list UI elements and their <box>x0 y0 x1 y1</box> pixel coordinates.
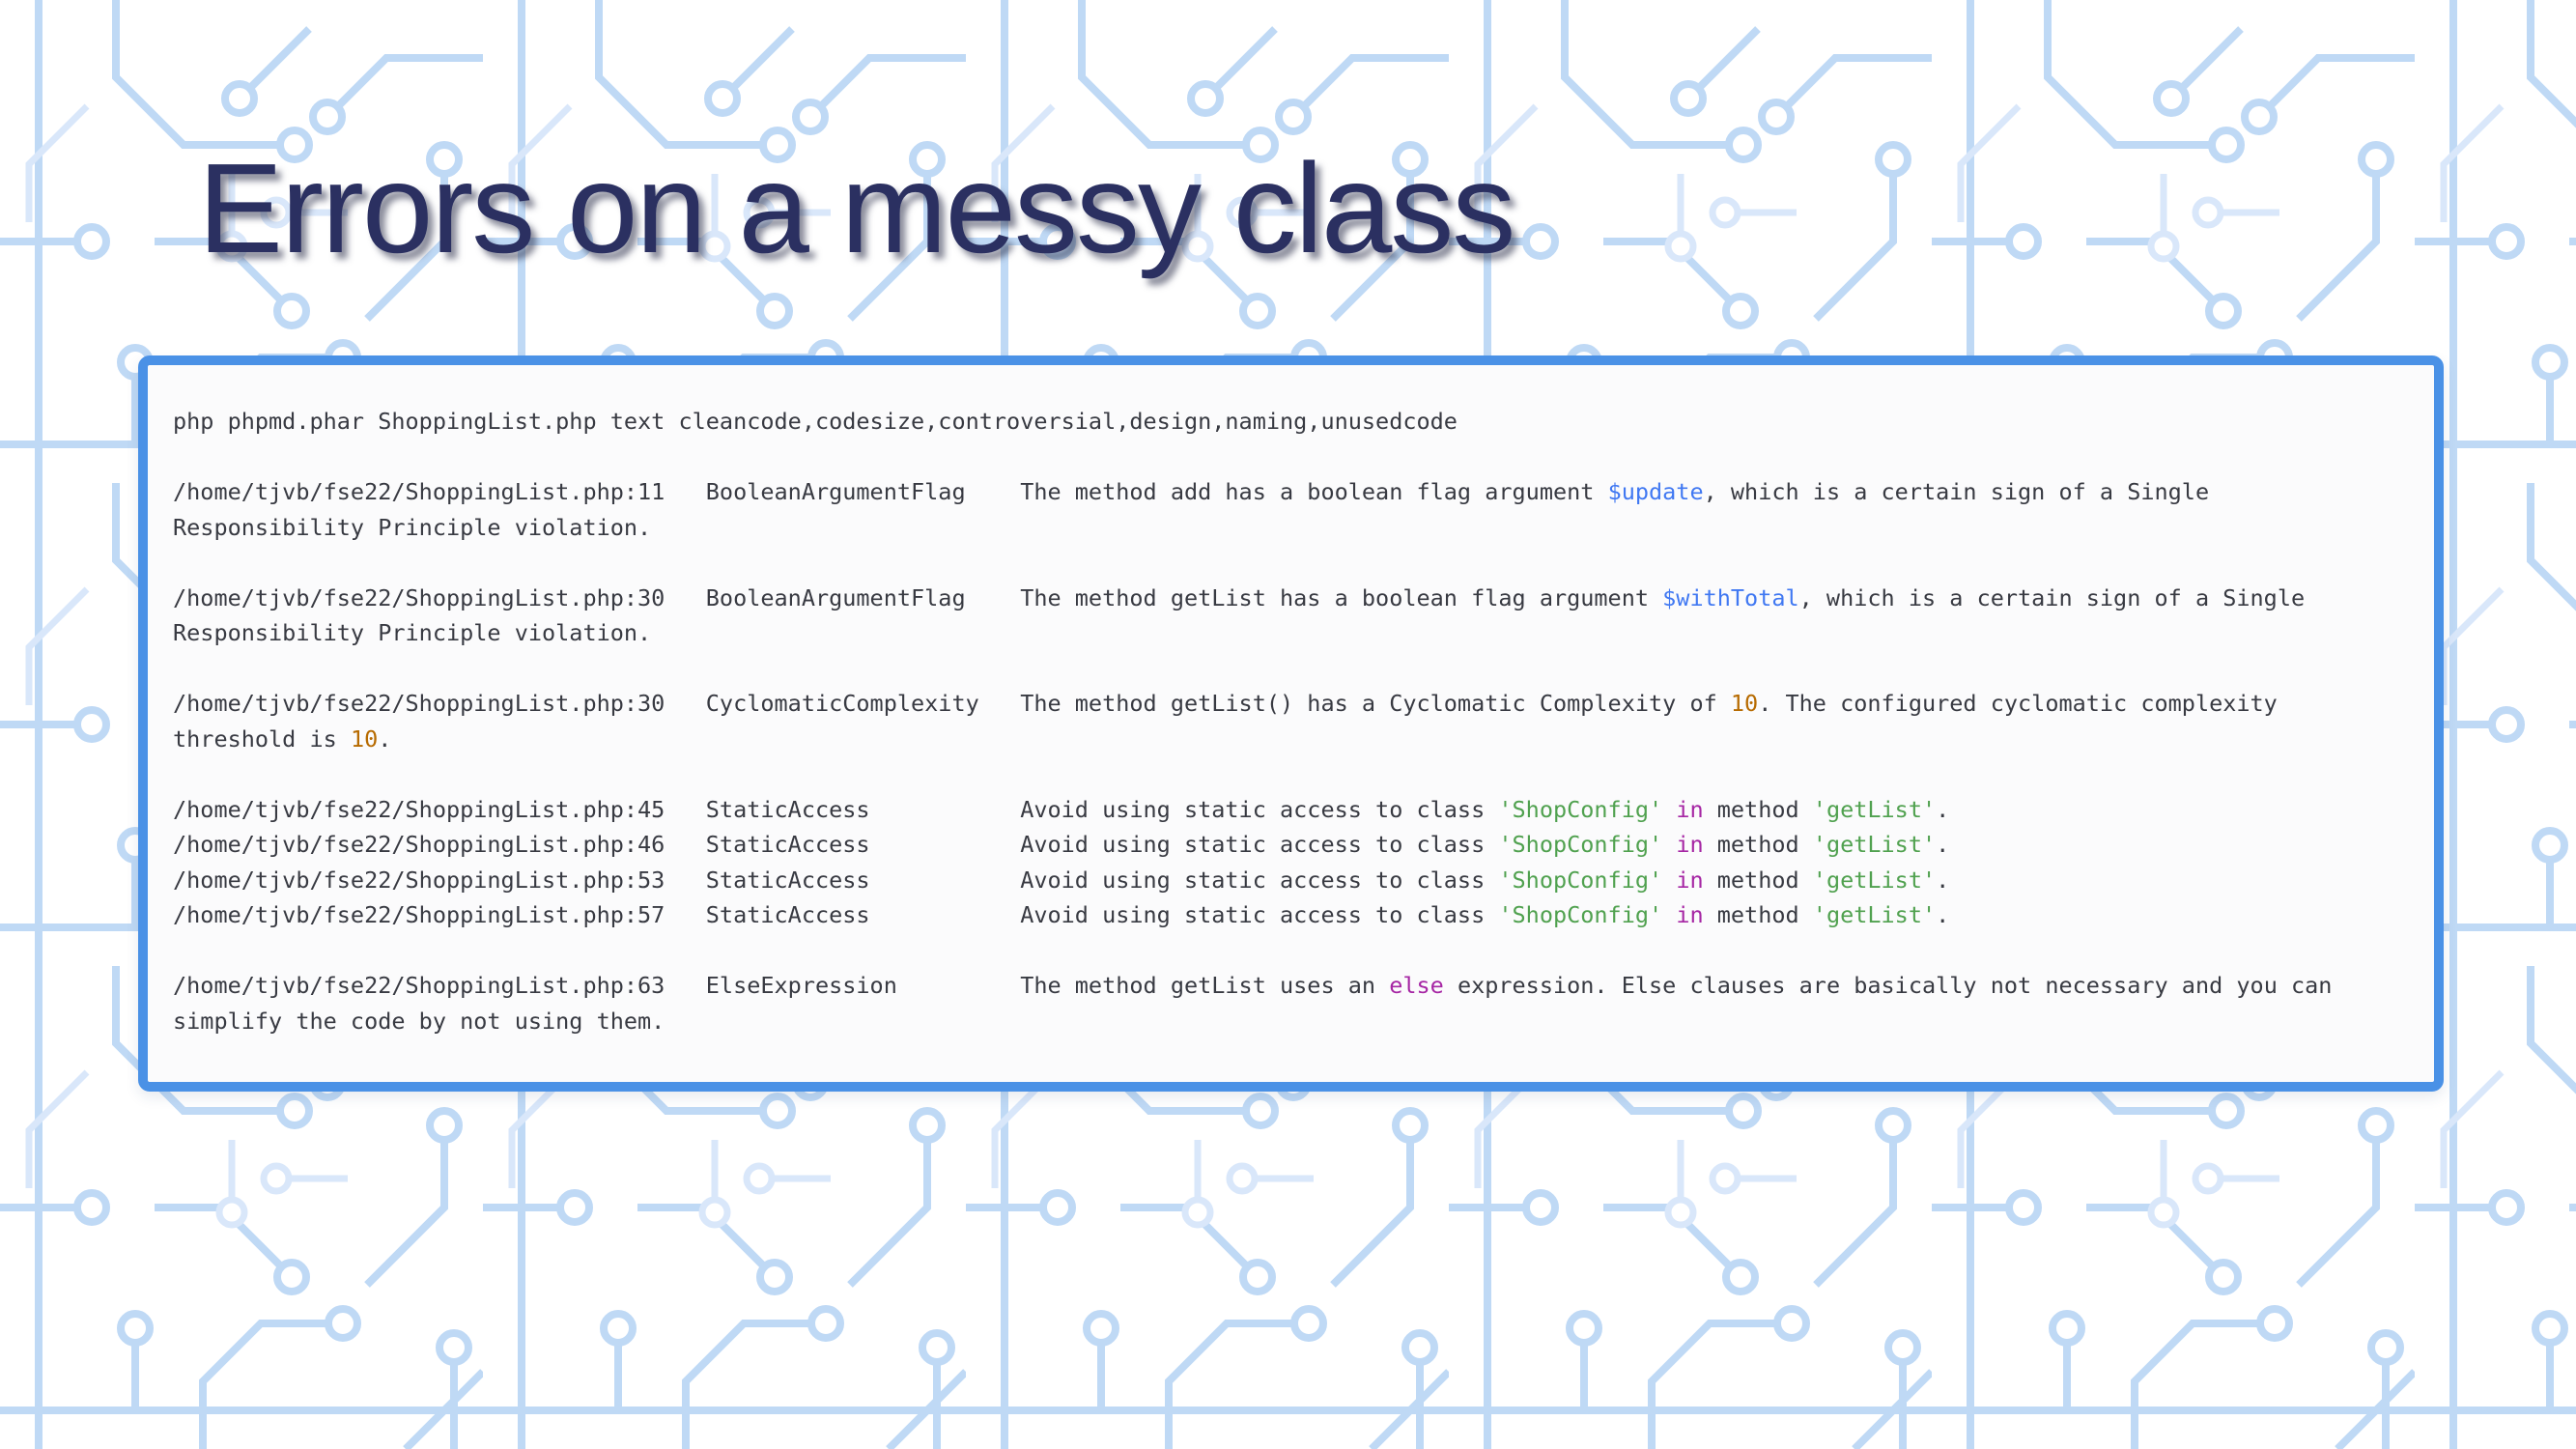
terminal-text-segment: 10 <box>350 724 379 753</box>
terminal-text-segment: 'getList' <box>1812 795 1937 823</box>
terminal-line: threshold is 10. <box>173 722 2409 757</box>
terminal-text-segment: /home/tjvb/fse22/ShoppingList.php:30 Boo… <box>173 583 1663 611</box>
terminal-text-segment: in <box>1676 831 1704 858</box>
terminal-text-segment <box>1662 796 1676 823</box>
terminal-text-segment: 'getList' <box>1812 866 1937 894</box>
terminal-line: php phpmd.phar ShoppingList.php text cle… <box>173 404 2409 440</box>
terminal-text-segment: in <box>1676 901 1704 928</box>
terminal-line <box>173 545 2409 581</box>
terminal-text-segment: method <box>1703 795 1813 823</box>
terminal-text-segment: 10 <box>1730 690 1759 717</box>
terminal-text-segment: /home/tjvb/fse22/ShoppingList.php:45 Sta… <box>173 795 1499 823</box>
terminal-text-segment: threshold is <box>173 724 351 753</box>
terminal-text-segment: , which is a certain sign of a Single <box>1703 478 2210 505</box>
terminal-line <box>173 651 2409 687</box>
terminal-text-segment: 'ShopConfig' <box>1498 831 1663 858</box>
terminal-text-segment: 'ShopConfig' <box>1498 901 1663 928</box>
terminal-text-segment: in <box>1676 866 1704 894</box>
terminal-text-segment: /home/tjvb/fse22/ShoppingList.php:63 Els… <box>173 972 1390 999</box>
terminal-text-segment: , which is a certain sign of a Single <box>1798 583 2306 611</box>
terminal-line: Responsibility Principle violation. <box>173 615 2409 651</box>
terminal-text-segment: $withTotal <box>1662 583 1799 611</box>
terminal-text-segment <box>1662 901 1676 928</box>
terminal-text-segment: . The configured cyclomatic complexity <box>1758 690 2278 717</box>
terminal-text-segment: method <box>1703 831 1813 858</box>
terminal-line <box>173 756 2409 792</box>
terminal-text-segment: /home/tjvb/fse22/ShoppingList.php:53 Sta… <box>173 866 1499 894</box>
terminal-line <box>173 933 2409 969</box>
terminal-text-segment: /home/tjvb/fse22/ShoppingList.php:57 Sta… <box>173 901 1499 928</box>
terminal-line: /home/tjvb/fse22/ShoppingList.php:57 Sta… <box>173 897 2409 933</box>
terminal-text-segment: simplify the code by not using them. <box>173 1007 665 1035</box>
terminal-line: /home/tjvb/fse22/ShoppingList.php:11 Boo… <box>173 474 2409 510</box>
terminal-text-segment: expression. Else clauses are basically n… <box>1443 972 2333 999</box>
terminal-text-segment: /home/tjvb/fse22/ShoppingList.php:30 Cyc… <box>173 690 1731 717</box>
terminal-line: /home/tjvb/fse22/ShoppingList.php:30 Boo… <box>173 581 2409 616</box>
terminal-line: /home/tjvb/fse22/ShoppingList.php:46 Sta… <box>173 827 2409 863</box>
terminal-text-segment: php phpmd.phar ShoppingList.php text cle… <box>173 408 1458 435</box>
terminal-text-segment: method <box>1703 866 1813 894</box>
terminal-text-segment: Responsibility Principle violation. <box>173 619 652 646</box>
terminal-text-segment: . <box>1936 866 1950 894</box>
terminal-text-segment: . <box>1936 795 1950 823</box>
terminal-line: /home/tjvb/fse22/ShoppingList.php:63 Els… <box>173 968 2409 1004</box>
terminal-line: Responsibility Principle violation. <box>173 510 2409 546</box>
terminal-line: simplify the code by not using them. <box>173 1004 2409 1039</box>
terminal-text-segment: . <box>1936 901 1950 928</box>
terminal-line: /home/tjvb/fse22/ShoppingList.php:53 Sta… <box>173 863 2409 898</box>
terminal-text-segment: . <box>378 724 392 753</box>
terminal-line: /home/tjvb/fse22/ShoppingList.php:45 Sta… <box>173 792 2409 828</box>
terminal-text-segment: $update <box>1607 478 1704 505</box>
terminal-text-segment: . <box>1936 831 1950 858</box>
terminal-text-segment: /home/tjvb/fse22/ShoppingList.php:46 Sta… <box>173 831 1499 858</box>
terminal-text-segment <box>1662 867 1676 894</box>
terminal-panel: php phpmd.phar ShoppingList.php text cle… <box>138 355 2444 1092</box>
terminal-text-segment: 'ShopConfig' <box>1498 795 1663 823</box>
terminal-text-segment: /home/tjvb/fse22/ShoppingList.php:11 Boo… <box>173 478 1608 505</box>
terminal-text-segment: Responsibility Principle violation. <box>173 513 652 541</box>
terminal-body: php phpmd.phar ShoppingList.php text cle… <box>148 365 2434 1058</box>
terminal-text-segment: 'ShopConfig' <box>1498 866 1663 894</box>
slide-title: Errors on a messy class <box>198 137 1515 279</box>
terminal-text-segment: 'getList' <box>1812 901 1937 928</box>
terminal-text-segment: in <box>1676 795 1704 823</box>
terminal-text-segment: 'getList' <box>1812 831 1937 858</box>
terminal-text-segment <box>1662 831 1676 858</box>
terminal-line: /home/tjvb/fse22/ShoppingList.php:30 Cyc… <box>173 686 2409 722</box>
terminal-text-segment: method <box>1703 901 1813 928</box>
terminal-text-segment: else <box>1389 972 1444 999</box>
terminal-line <box>173 440 2409 475</box>
